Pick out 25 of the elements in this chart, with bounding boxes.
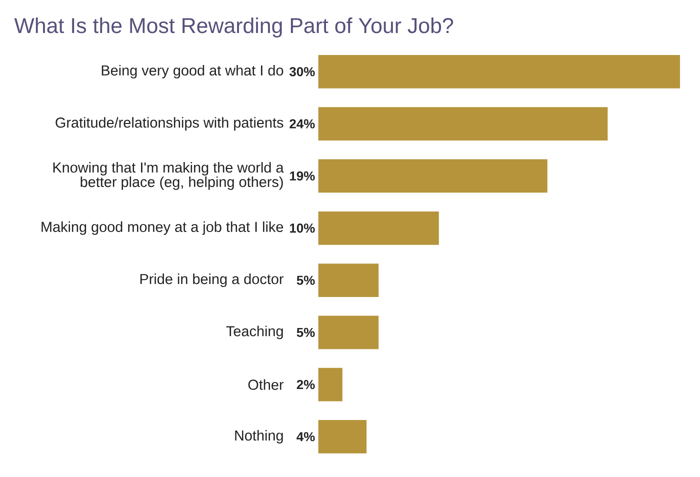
data-label: 10% xyxy=(290,224,315,233)
y-tick-label: Other xyxy=(248,379,284,390)
data-label: 5% xyxy=(296,276,315,285)
y-tick-label: Pride in being a doctor xyxy=(140,274,284,288)
y-tick-label: Gratitude/relationships with patients xyxy=(56,117,284,131)
bar xyxy=(318,159,548,193)
bar xyxy=(318,107,608,141)
data-label: 2% xyxy=(296,380,315,390)
bar xyxy=(318,368,342,402)
data-label: 5% xyxy=(296,328,315,337)
bar xyxy=(318,316,379,350)
data-label: 24% xyxy=(290,119,315,128)
y-tick-label: Being very good at what I do xyxy=(102,64,284,78)
chart-title: What Is the Most Rewarding Part of Your Job? xyxy=(14,17,454,38)
y-tick-label: Making good money at a job that I like xyxy=(42,221,284,235)
y-tick-label: Knowing that I'm making the world a better place (eg, helping others) xyxy=(53,162,284,190)
data-label: 30% xyxy=(289,67,315,76)
bar xyxy=(318,54,680,88)
bar xyxy=(318,420,367,454)
bar xyxy=(318,211,439,245)
y-tick-label: Teaching xyxy=(226,326,283,340)
y-tick-label: Nothing xyxy=(235,430,283,444)
data-label: 19% xyxy=(290,171,315,181)
bar xyxy=(318,264,379,297)
data-label: 4% xyxy=(296,432,315,442)
